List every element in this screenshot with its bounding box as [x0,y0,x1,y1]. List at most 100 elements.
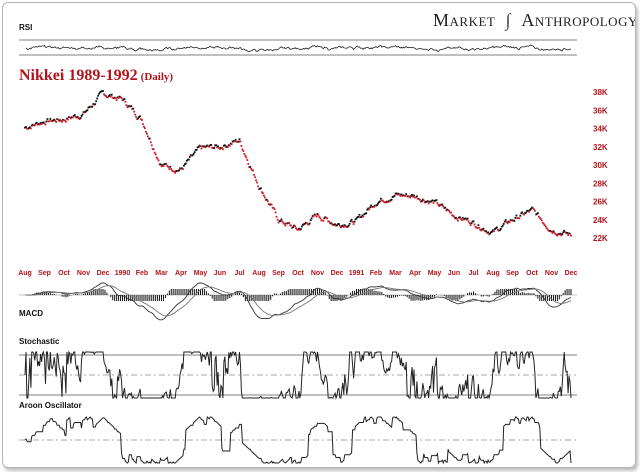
price-point [48,120,51,123]
price-point [258,188,260,191]
price-point [340,225,343,228]
price-point [246,159,249,161]
price-point [270,203,273,206]
price-point [516,217,519,219]
price-point [225,145,228,148]
price-point [291,227,294,229]
price-point [65,120,67,123]
price-point [134,113,137,116]
price-point [496,226,498,229]
price-point [301,223,304,226]
price-point [101,90,103,93]
price-point [106,96,108,99]
price-point [272,207,275,209]
price-point [551,232,554,234]
price-point [334,223,336,226]
price-point [241,148,244,151]
price-point [168,168,171,170]
price-point [25,126,27,128]
price-point [237,140,240,143]
price-point [32,124,35,126]
price-point [182,168,184,170]
price-point [335,224,337,227]
price-point [532,207,534,210]
price-point [197,146,200,148]
x-tick-label: Nov [311,270,324,277]
price-point [387,200,390,203]
price-point [397,192,400,195]
price-point [469,224,472,227]
price-point [263,196,266,199]
price-point [26,127,28,130]
price-point [247,162,250,165]
price-point [43,122,46,125]
price-point [181,167,183,170]
price-point [77,117,80,120]
price-point [72,114,75,117]
price-point [217,145,219,148]
price-point [395,192,398,195]
price-point [308,222,311,225]
x-tick-label: Aug [486,270,500,277]
y-tick-label: 28K [593,179,608,188]
price-point [479,228,482,231]
price-point [380,199,383,202]
price-point [376,204,378,207]
price-point [135,115,138,118]
price-point [24,126,26,129]
price-point [400,193,403,196]
price-point [526,210,529,212]
price-point [250,167,253,170]
price-point [232,140,235,142]
price-point [83,111,86,114]
price-point [73,114,76,117]
price-point [81,113,84,116]
price-point [274,211,277,214]
price-point [475,226,478,229]
price-point [360,216,363,219]
price-point [318,216,321,219]
price-point [528,210,530,213]
price-point [162,165,165,167]
price-point [188,155,191,158]
price-point [211,146,214,149]
price-point [112,97,115,100]
price-point [278,220,281,223]
price-point [28,126,31,129]
price-point [82,111,85,113]
price-point [341,224,344,227]
price-point [230,143,233,145]
price-point [568,232,570,235]
price-point [190,154,193,157]
price-point [143,125,145,128]
price-point [47,120,50,123]
price-point [34,122,37,125]
price-point [537,215,540,218]
price-point [165,163,168,165]
price-point [167,166,170,168]
price-point [207,145,210,147]
price-point [407,195,410,198]
y-tick-label: 26K [593,198,608,207]
price-point [556,234,559,237]
price-point [418,198,421,201]
rsi-line [25,44,571,53]
brand-word-1: Market [433,10,496,30]
price-point [94,103,97,106]
price-point [393,195,396,197]
price-point [115,99,118,101]
price-point [244,154,247,157]
price-point [131,108,134,110]
price-point [549,229,552,232]
price-point [410,194,412,197]
price-point [379,197,382,200]
price-point [347,224,350,227]
price-point [345,226,348,228]
x-tick-label: Jun [448,270,460,277]
price-point [177,170,179,172]
price-point [317,214,320,217]
price-point [433,200,436,202]
y-tick-label: 34K [593,125,608,134]
price-point [54,119,57,122]
price-point [493,230,495,233]
